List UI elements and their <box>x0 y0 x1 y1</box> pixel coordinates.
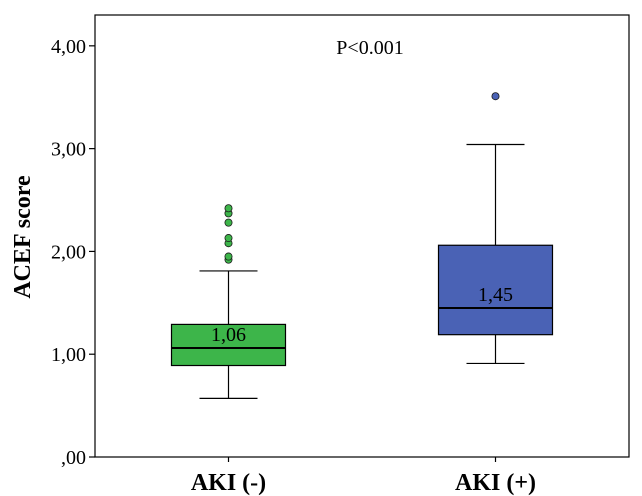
x-category-label: AKI (+) <box>455 470 536 496</box>
boxes-layer: 1,06 1,45 <box>170 92 554 400</box>
iqr-box <box>437 244 554 336</box>
x-category-label: AKI (-) <box>191 470 266 496</box>
box-group: 1,06 <box>170 204 287 400</box>
outlier-point <box>224 234 233 243</box>
outlier-point <box>224 252 233 261</box>
y-tick-label: 4,00 <box>51 36 86 58</box>
iqr-box <box>170 323 287 367</box>
y-axis-label: ACEF score <box>10 175 36 299</box>
axes-layer: ,00 1,00 2,00 3,00 4,00 AKI (-) AKI (+) <box>51 14 630 496</box>
outlier-point <box>224 204 233 213</box>
median-label: 1,06 <box>211 324 246 346</box>
y-tick-label: 2,00 <box>51 241 86 263</box>
p-value-annotation: P<0.001 <box>336 37 403 59</box>
box-group: 1,45 <box>437 92 554 365</box>
outlier-point <box>224 218 233 227</box>
y-tick-label: 1,00 <box>51 344 86 366</box>
outlier-point <box>491 92 500 101</box>
median-label: 1,45 <box>478 284 513 306</box>
y-tick-label: ,00 <box>61 447 86 469</box>
plot-frame <box>94 14 630 458</box>
y-tick-label: 3,00 <box>51 139 86 161</box>
